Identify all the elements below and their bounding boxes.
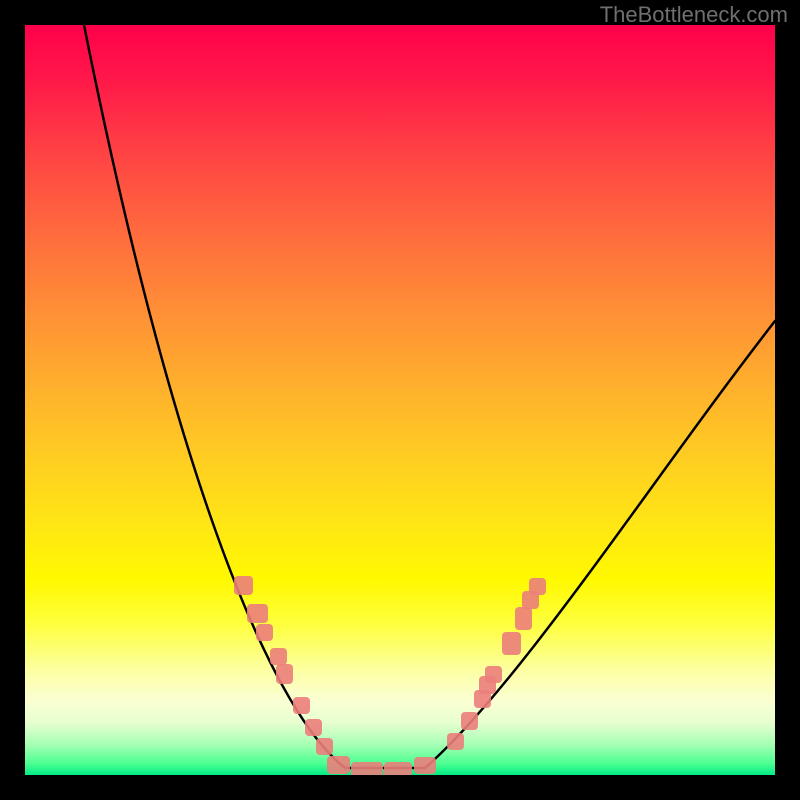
curve-marker — [276, 664, 293, 684]
bottleneck-curve — [25, 25, 775, 775]
curve-marker — [529, 578, 546, 595]
curve-marker — [485, 666, 502, 683]
curve-marker — [305, 719, 322, 736]
curve-marker — [270, 648, 287, 665]
curve-marker — [384, 762, 412, 776]
curve-marker — [293, 697, 310, 714]
curve-marker — [256, 624, 273, 641]
curve-path — [84, 25, 775, 768]
curve-marker — [351, 762, 383, 776]
curve-marker — [414, 757, 436, 774]
curve-marker — [461, 712, 478, 730]
curve-marker — [234, 576, 253, 595]
curve-marker — [502, 632, 521, 655]
curve-marker — [316, 738, 333, 755]
plot-area — [25, 25, 775, 775]
curve-marker — [247, 604, 268, 623]
curve-marker — [327, 756, 350, 774]
curve-marker — [515, 607, 532, 630]
curve-marker — [447, 733, 464, 750]
